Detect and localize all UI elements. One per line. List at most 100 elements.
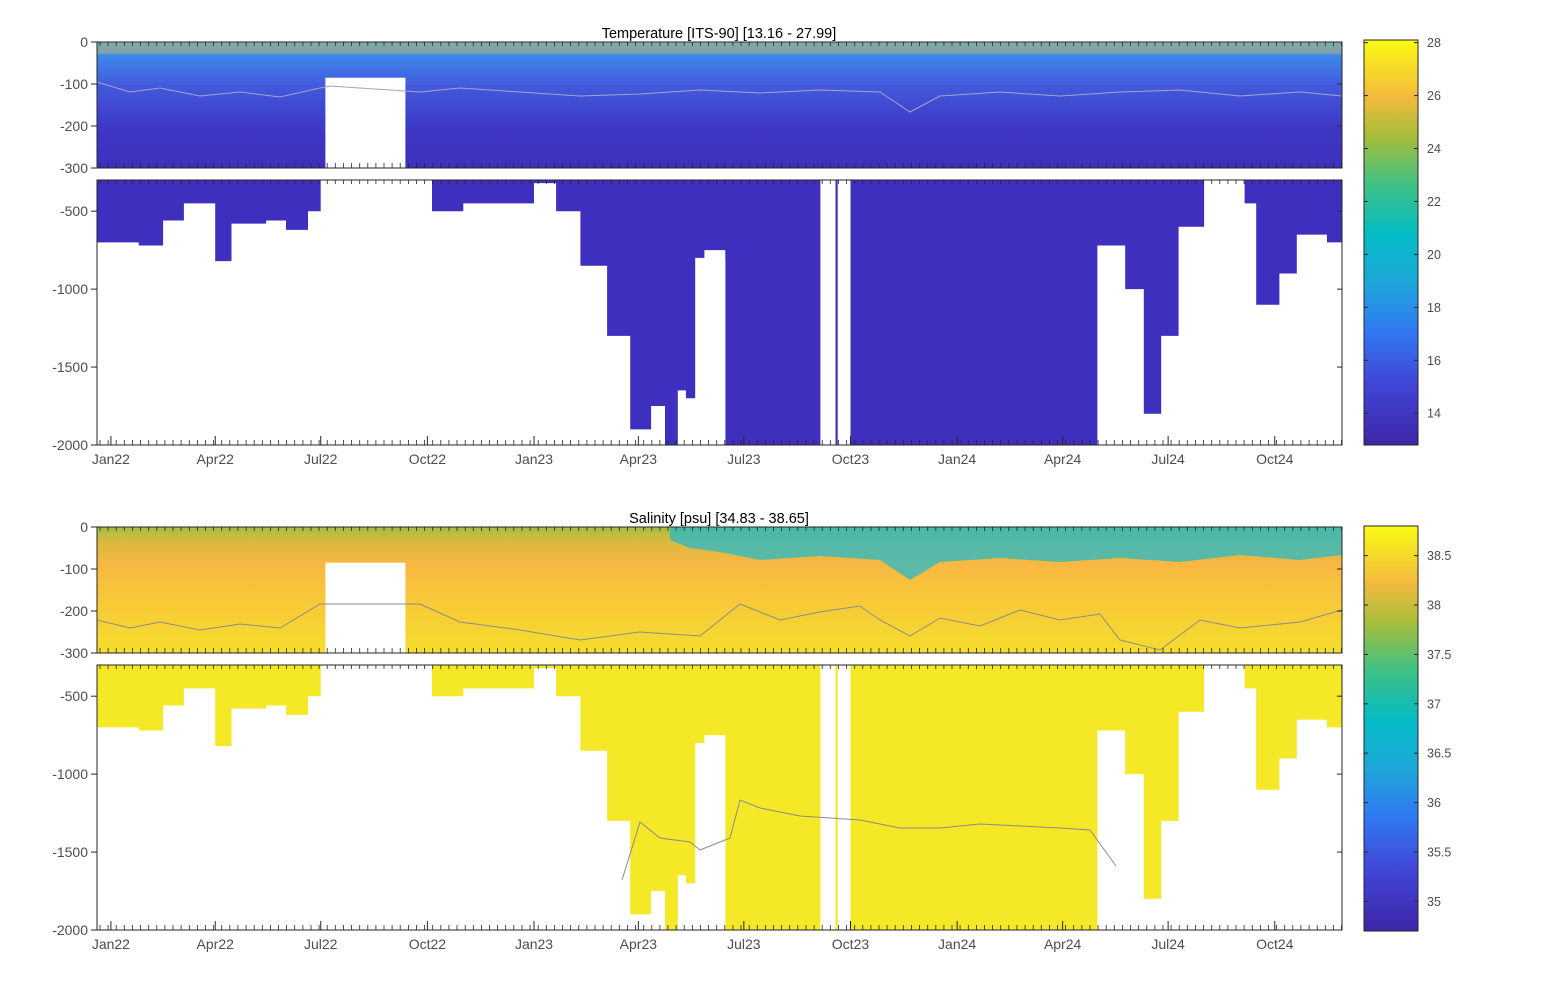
salinity-upper-frame (96, 526, 1343, 654)
x-tick-label: Jan22 (92, 936, 130, 952)
x-tick-label: Apr22 (197, 936, 235, 952)
temperature-upper-y-ticks: 0 -100 -200 -300 (60, 34, 1342, 176)
data-gap (677, 390, 686, 445)
x-tick-label: Apr24 (1044, 936, 1082, 952)
temperature-upper-field (97, 42, 1342, 168)
salinity-deep-contour-line (621, 799, 1117, 881)
temperature-lower-field (97, 180, 1342, 445)
x-tick-label: Oct22 (409, 451, 447, 467)
y-tick-label: -2000 (52, 922, 88, 938)
salinity-x-tick-labels: Jan22 Apr22 Jul22 Oct22 Jan23 Apr23 Jul23 Oct23… (92, 921, 1294, 952)
salinity-lower-gaps (325, 665, 836, 930)
x-tick-label: Apr24 (1044, 451, 1082, 467)
colorbar-tick-label: 18 (1427, 301, 1441, 315)
data-gap (695, 257, 726, 445)
salinity-upper-y-ticks: 0 -100 -200 -300 (60, 519, 1342, 661)
temperature-panel: Temperature [ITS-90] [13.16 - 27.99] 0 -1… (52, 26, 1441, 467)
temperature-lower-axes: -500 -1000 -1500 -2000 Jan22 Apr22 Jul22 Oct22… (52, 179, 1343, 467)
x-tick-label: Jul22 (304, 936, 338, 952)
x-tick-label: Oct22 (409, 936, 447, 952)
colorbar-tick-label: 26 (1427, 89, 1441, 103)
temperature-title: Temperature [ITS-90] [13.16 - 27.99] (602, 26, 837, 42)
colorbar-tick-label: 38.5 (1427, 549, 1451, 563)
temperature-lower-frame (96, 179, 1343, 446)
y-tick-label: -2000 (52, 437, 88, 453)
salinity-lower-x-ticks (99, 665, 1342, 930)
colorbar-tick-label: 24 (1427, 142, 1441, 156)
data-gap (651, 406, 665, 445)
colorbar-tick-label: 16 (1427, 354, 1441, 368)
salinity-lower-axes: -500 -1000 -1500 -2000 Jan22 Apr22 Jul22 Oct22… (52, 664, 1343, 952)
y-tick-label: -1500 (52, 844, 88, 860)
salinity-title: Salinity [psu] [34.83 - 38.65] (629, 511, 809, 527)
temperature-colorbar-ramp (1364, 40, 1418, 445)
colorbar-tick-label: 35.5 (1427, 845, 1451, 859)
y-tick-label: -300 (60, 645, 88, 661)
salinity-contour-line (96, 603, 1343, 651)
x-tick-label: Oct24 (1256, 451, 1294, 467)
temperature-x-tick-labels: Jan22 Apr22 Jul22 Oct22 Jan23 Apr23 Jul23 Oct23… (92, 436, 1294, 467)
data-gap (325, 180, 406, 445)
y-tick-label: 0 (80, 519, 88, 535)
y-tick-label: 0 (80, 34, 88, 50)
temperature-upper-x-ticks (99, 42, 1342, 168)
x-tick-label: Jul22 (304, 451, 338, 467)
y-tick-label: -100 (60, 76, 88, 92)
x-tick-label: Jan22 (92, 451, 130, 467)
colorbar-tick-label: 35 (1427, 895, 1441, 909)
salinity-colorbar-ramp (1364, 526, 1418, 931)
colorbar-tick-label: 28 (1427, 36, 1441, 50)
temperature-lower-gaps (325, 180, 836, 445)
colorbar-tick-label: 36 (1427, 796, 1441, 810)
y-tick-label: -300 (60, 160, 88, 176)
data-gap (677, 875, 686, 930)
data-gap (820, 665, 836, 930)
x-tick-label: Oct23 (832, 936, 870, 952)
colorbar-tick-label: 38 (1427, 599, 1441, 613)
x-tick-label: Apr23 (620, 936, 658, 952)
x-tick-label: Jan23 (515, 451, 553, 467)
salinity-colorbar: 38.5 38 37.5 37 36.5 36 35.5 35 (1363, 525, 1451, 932)
salinity-surface-fresh-band (670, 527, 1342, 580)
salinity-lower-field (97, 665, 1342, 930)
x-tick-label: Jul24 (1151, 451, 1185, 467)
x-tick-label: Apr22 (197, 451, 235, 467)
temperature-contour-line (96, 81, 1343, 113)
colorbar-tick-label: 36.5 (1427, 747, 1451, 761)
x-tick-label: Jan23 (515, 936, 553, 952)
y-tick-label: -200 (60, 118, 88, 134)
y-tick-label: -100 (60, 561, 88, 577)
x-tick-label: Jul23 (727, 936, 761, 952)
x-tick-label: Jul24 (1151, 936, 1185, 952)
temperature-upper-gaps (325, 77, 406, 168)
colorbar-tick-label: 20 (1427, 248, 1441, 262)
temperature-lower-x-ticks (99, 180, 1342, 445)
temperature-upper-axes: 0 -100 -200 -300 (60, 34, 1343, 176)
colorbar-tick-label: 37.5 (1427, 648, 1451, 662)
salinity-lower-y-ticks: -500 -1000 -1500 -2000 (52, 688, 1342, 938)
y-tick-label: -500 (60, 203, 88, 219)
data-gap (325, 665, 406, 930)
temperature-colorbar: 28 26 24 22 20 18 16 14 (1363, 36, 1441, 446)
y-tick-label: -500 (60, 688, 88, 704)
salinity-upper-gaps (325, 562, 406, 653)
y-tick-label: -1000 (52, 281, 88, 297)
colorbar-tick-label: 37 (1427, 697, 1441, 711)
temperature-lower-y-ticks: -500 -1000 -1500 -2000 (52, 203, 1342, 453)
temperature-colorbar-ticks: 28 26 24 22 20 18 16 14 (1364, 36, 1441, 421)
data-gap (325, 77, 406, 168)
salinity-lower-frame (96, 664, 1343, 931)
y-tick-label: -1000 (52, 766, 88, 782)
data-gap (820, 180, 836, 445)
data-gap (651, 891, 665, 930)
x-tick-label: Jan24 (938, 451, 976, 467)
data-gap (325, 562, 406, 653)
colorbar-tick-label: 22 (1427, 195, 1441, 209)
x-tick-label: Oct23 (832, 451, 870, 467)
y-tick-label: -1500 (52, 359, 88, 375)
salinity-upper-axes: 0 -100 -200 -300 (60, 519, 1343, 661)
temperature-upper-frame (96, 41, 1343, 169)
y-tick-label: -200 (60, 603, 88, 619)
colorbar-tick-label: 14 (1427, 407, 1441, 421)
